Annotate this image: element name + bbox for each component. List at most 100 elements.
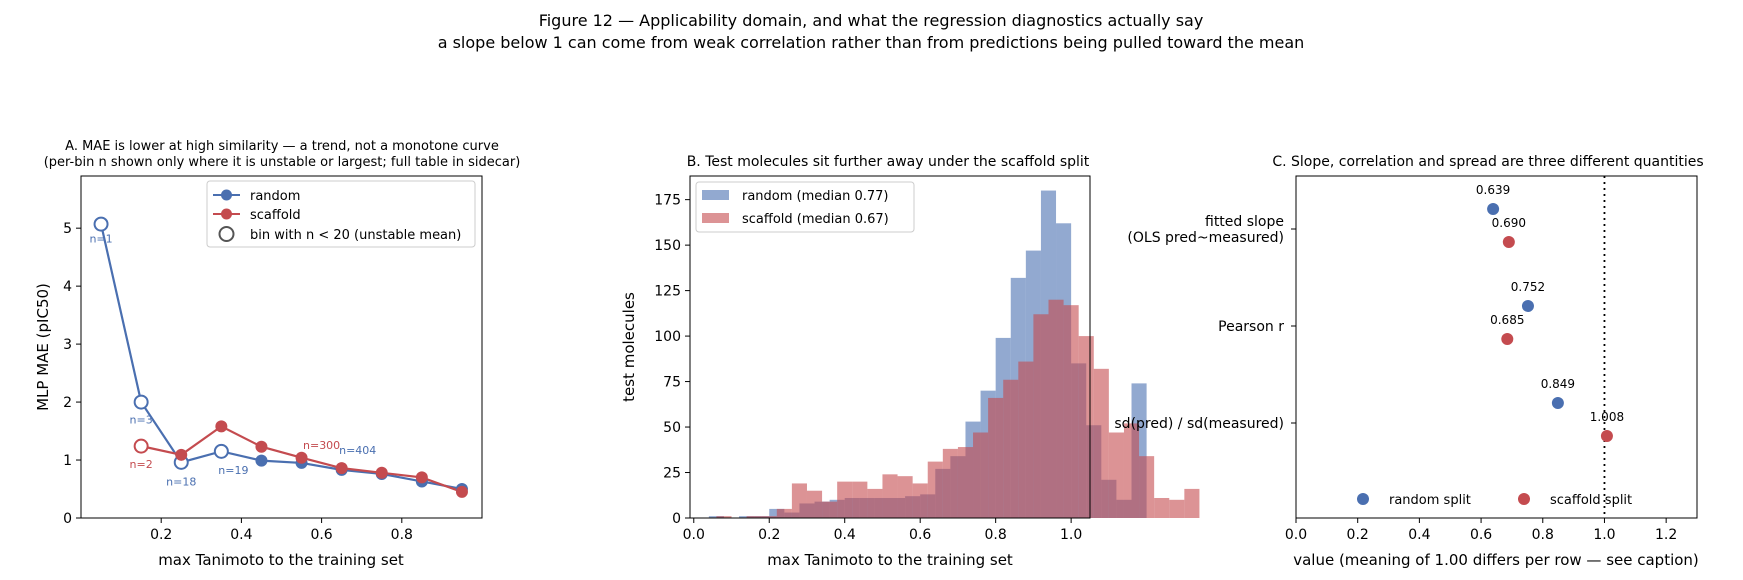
bin-count-annotation: n=404 — [339, 444, 376, 457]
random-split-point — [1551, 397, 1564, 409]
y-tick-label: 150 — [654, 238, 681, 254]
legend-scaffold-swatch — [702, 213, 729, 223]
y-tick-label: 4 — [63, 279, 72, 295]
x-tick-label: 0.6 — [1470, 527, 1492, 543]
panel-b-title: B. Test molecules sit further away under… — [687, 154, 1090, 170]
panel-c-xlabel: value (meaning of 1.00 differs per row —… — [1293, 551, 1699, 569]
value-label: 0.639 — [1476, 183, 1510, 197]
scaffold-hist-bar — [1003, 379, 1019, 518]
scaffold-hist-bar — [927, 461, 943, 518]
x-tick-label: 0.2 — [1347, 527, 1369, 543]
row-label: sd(pred) / sd(measured) — [1114, 416, 1284, 432]
scaffold-hist-bar — [776, 508, 792, 518]
value-label: 0.690 — [1492, 216, 1526, 230]
value-label: 1.008 — [1590, 410, 1624, 424]
panel-a-title-line2: (per-bin n shown only where it is unstab… — [44, 155, 521, 170]
legend-random-label: random — [250, 189, 300, 204]
x-tick-label: 0.4 — [1408, 527, 1430, 543]
value-label: 0.849 — [1541, 377, 1575, 391]
random-hollow-point — [133, 394, 149, 410]
x-tick-label: 0.0 — [1285, 527, 1307, 543]
panel-c: C. Slope, correlation and spread are thr… — [1114, 154, 1703, 569]
x-tick-label: 1.2 — [1655, 527, 1677, 543]
scaffold-hist-bar — [1078, 336, 1094, 518]
scaffold-point — [375, 466, 388, 479]
random-hollow-point — [213, 443, 229, 459]
scaffold-hist-bar — [1093, 368, 1109, 518]
y-tick-label: 125 — [654, 284, 681, 300]
panel-a-frame — [80, 175, 483, 519]
scaffold-hist-bar — [806, 490, 823, 518]
scaffold-point — [175, 448, 188, 461]
legend-random-hist-label: random (median 0.77) — [742, 189, 889, 204]
y-tick-label: 2 — [63, 395, 72, 411]
scaffold-split-point — [1600, 430, 1613, 442]
bin-count-annotation: n=19 — [218, 464, 248, 477]
y-tick-label: 5 — [63, 221, 72, 237]
scaffold-hist-bar — [897, 476, 913, 518]
y-tick-label: 100 — [654, 329, 681, 345]
scaffold-hist-bar — [761, 516, 777, 518]
scaffold-hist-bar — [1184, 488, 1200, 518]
x-tick-label: 0.8 — [1532, 527, 1554, 543]
x-tick-label: 0.8 — [985, 527, 1007, 543]
panel-a-legend-box — [206, 180, 476, 248]
scaffold-point — [455, 485, 468, 498]
y-tick-label: 0 — [672, 511, 681, 527]
panel-b-legend-box — [695, 181, 915, 233]
value-label: 0.685 — [1490, 313, 1524, 327]
scaffold-hist-bar — [1033, 314, 1049, 518]
bin-count-annotation: n=3 — [130, 414, 153, 427]
x-tick-label: 0.2 — [150, 527, 172, 543]
bin-count-annotation: n=300 — [303, 439, 340, 452]
panel-b-xlabel: max Tanimoto to the training set — [767, 551, 1013, 569]
panel-b: B. Test molecules sit further away under… — [620, 154, 1200, 569]
scaffold-hist-bar — [973, 432, 989, 518]
scaffold-split-point — [1502, 236, 1515, 248]
scaffold-point — [295, 451, 308, 464]
legend-scaffold-split-marker — [1518, 493, 1530, 505]
scaffold-hist-bar — [1154, 497, 1170, 518]
x-tick-label: 0.0 — [683, 527, 705, 543]
y-tick-label: 3 — [63, 337, 72, 353]
x-tick-label: 0.4 — [230, 527, 252, 543]
scaffold-hist-bar — [957, 447, 974, 518]
legend-scaffold-label: scaffold — [250, 208, 301, 223]
scaffold-point — [215, 420, 228, 433]
panel-a: A. MAE is lower at high similarity — a t… — [34, 139, 520, 569]
scaffold-hist-bar — [791, 483, 807, 518]
scaffold-hist-bar — [1108, 432, 1124, 518]
panel-b-frame — [689, 175, 1091, 519]
scaffold-hist-bar — [1139, 456, 1155, 518]
x-tick-label: 0.6 — [909, 527, 931, 543]
figure-title: Figure 12 — Applicability domain, and wh… — [539, 11, 1204, 30]
figure-subtitle: a slope below 1 can come from weak corre… — [438, 33, 1305, 52]
scaffold-point — [335, 462, 348, 475]
panel-b-ylabel: test molecules — [620, 292, 638, 402]
legend-scaffold-split-label: scaffold split — [1550, 493, 1632, 508]
x-tick-label: 1.0 — [1060, 527, 1082, 543]
panel-c-legend: random split scaffold split — [1357, 493, 1632, 508]
random-hollow-point — [93, 216, 109, 232]
x-tick-label: 1.0 — [1593, 527, 1615, 543]
y-tick-label: 175 — [654, 193, 681, 209]
legend-random-split-label: random split — [1389, 493, 1471, 508]
scaffold-hist-bar — [822, 501, 838, 518]
panel-a-legend: random scaffold bin with n < 20 (unstabl… — [206, 180, 476, 248]
bin-count-annotation: n=1 — [89, 233, 112, 246]
scaffold-hist-bar — [912, 483, 928, 518]
panel-a-xlabel: max Tanimoto to the training set — [158, 551, 404, 569]
scaffold-hist-bar — [1018, 361, 1034, 518]
random-split-point — [1521, 300, 1534, 312]
panel-a-ylabel: MLP MAE (pIC50) — [34, 283, 52, 411]
scaffold-hist-bar — [1063, 305, 1079, 518]
scaffold-hist-bar — [746, 516, 762, 518]
y-tick-label: 75 — [663, 375, 681, 391]
scaffold-hollow-point — [133, 438, 149, 454]
row-label: Pearson r — [1218, 319, 1284, 335]
scaffold-point — [255, 440, 268, 453]
scaffold-hist-bar — [716, 516, 732, 518]
legend-random-swatch — [702, 190, 729, 200]
panel-b-legend: random (median 0.77) scaffold (median 0.… — [695, 181, 915, 233]
